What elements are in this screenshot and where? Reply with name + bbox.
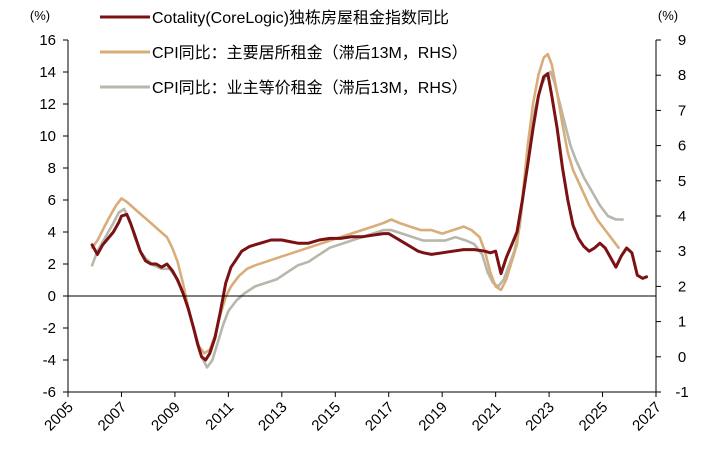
right-tick-label: 1: [678, 314, 686, 331]
left-unit-label: (%): [30, 8, 50, 23]
series-line-0: [90, 72, 649, 362]
plot-lines: [90, 52, 649, 369]
x-tick-label: 2021: [469, 399, 505, 435]
left-tick-label: 8: [48, 160, 56, 177]
left-tick-label: 4: [48, 224, 56, 241]
left-y-ticks: -6 -4 -2 0 2 4 6 8 10 12 14 16: [39, 32, 68, 401]
right-tick-label: 7: [678, 102, 686, 119]
x-tick-label: 2023: [522, 399, 558, 435]
x-tick-label: 2013: [255, 399, 291, 435]
left-tick-label: 6: [48, 192, 56, 209]
left-tick-label: -4: [43, 352, 56, 369]
x-tick-label: 2025: [576, 399, 612, 435]
right-y-ticks: -1 0 1 2 3 4 5 6 7 8 9: [656, 32, 689, 401]
right-unit-label: (%): [658, 8, 678, 23]
legend-label-2: CPI同比：业主等价租金（滞后13M，RHS）: [152, 79, 468, 97]
right-tick-label: 0: [678, 349, 686, 366]
x-tick-label: 2019: [415, 399, 451, 435]
right-tick-label: 6: [678, 138, 686, 155]
x-tick-label: 2015: [308, 399, 344, 435]
right-tick-label: 5: [678, 173, 686, 190]
x-tick-label: 2011: [202, 399, 237, 434]
left-tick-label: -6: [43, 384, 56, 401]
x-tick-label: 2009: [148, 399, 184, 435]
left-tick-label: 0: [48, 288, 56, 305]
x-tick-label: 2017: [362, 399, 398, 435]
left-tick-label: 14: [39, 64, 56, 81]
right-tick-label: -1: [675, 384, 688, 401]
right-tick-label: 4: [678, 208, 686, 225]
legend-label-0: Cotality(CoreLogic)独栋房屋租金指数同比: [152, 9, 449, 27]
left-tick-label: 2: [48, 256, 56, 273]
right-tick-label: 8: [678, 67, 686, 84]
left-tick-label: 12: [39, 96, 56, 113]
series-line-2: [90, 70, 624, 369]
left-tick-label: 10: [39, 128, 56, 145]
x-ticks: 2005 2007 2009 2011 2013 2015 2017 2019 2021 2023…: [41, 392, 665, 434]
legend-label-1: CPI同比：主要居所租金（滞后13M，RHS）: [152, 44, 468, 62]
x-tick-label: 2007: [95, 399, 131, 435]
series-line-1: [90, 52, 620, 355]
left-tick-label: 16: [39, 32, 56, 49]
right-tick-label: 9: [678, 32, 686, 49]
x-tick-label: 2005: [41, 399, 77, 435]
left-tick-label: -2: [43, 320, 56, 337]
x-tick-label: 2027: [629, 399, 665, 435]
right-tick-label: 2: [678, 278, 686, 295]
legend: Cotality(CoreLogic)独栋房屋租金指数同比 CPI同比：主要居所租…: [100, 9, 468, 97]
right-tick-label: 3: [678, 243, 686, 260]
